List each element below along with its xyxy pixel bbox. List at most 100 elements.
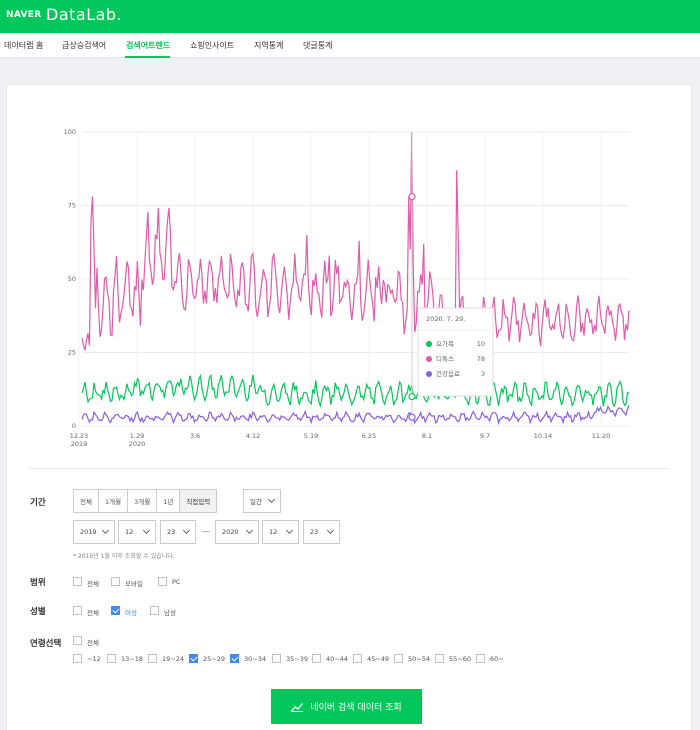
nav-item-home[interactable]: 데이터랩 홈 bbox=[4, 41, 44, 50]
period-label: 기간 bbox=[30, 498, 46, 508]
age-label-6: 40~44 bbox=[326, 655, 348, 663]
scope-mobile-checkbox[interactable] bbox=[111, 577, 120, 586]
age-label-3: 25~29 bbox=[203, 655, 225, 663]
x-tick-label: 11.20 bbox=[592, 432, 611, 440]
nav-bar: 데이터랩 홈 급상승검색어 검색어트렌드 쇼핑인사이트 지역통계 댓글통계 bbox=[0, 33, 700, 58]
age-checkbox-2[interactable] bbox=[148, 654, 157, 663]
section-divider bbox=[28, 468, 670, 469]
x-tick-sublabel: 2019 bbox=[71, 440, 88, 448]
gender-label: 성별 bbox=[30, 607, 46, 617]
x-tick-label: 3.6 bbox=[190, 432, 200, 440]
scope-all-checkbox[interactable] bbox=[73, 577, 82, 586]
start-day-select[interactable]: 23 bbox=[160, 520, 196, 544]
x-tick-label: 5.19 bbox=[304, 432, 318, 440]
period-3month-button[interactable]: 3개월 bbox=[128, 490, 158, 512]
age-label-4: 30~34 bbox=[244, 655, 266, 663]
scope-pc-checkbox[interactable] bbox=[158, 577, 167, 586]
tooltip-series-name: 건강음료 bbox=[436, 369, 460, 378]
period-unit-select[interactable]: 일간 bbox=[243, 489, 281, 513]
trend-chart-icon bbox=[291, 702, 304, 712]
series-line-health-drink bbox=[81, 404, 630, 426]
nav-item-search-trend[interactable]: 검색어트렌드 bbox=[126, 41, 171, 50]
scope-mobile-label: 모바일 bbox=[125, 580, 143, 588]
chevron-down-icon bbox=[245, 526, 254, 535]
hover-point-yoga-wear bbox=[408, 393, 416, 401]
tooltip-date: 2020. 7. 29. bbox=[426, 315, 465, 323]
naver-logo[interactable]: NAVER bbox=[6, 10, 42, 20]
nav-item-rising-keywords[interactable]: 급상승검색어 bbox=[62, 41, 107, 50]
age-label-0: ~12 bbox=[87, 655, 101, 663]
age-label-10: 60~ bbox=[490, 655, 504, 663]
end-year-value: 2020 bbox=[222, 528, 239, 536]
period-unit-value: 일간 bbox=[250, 498, 262, 506]
x-tick-label: 1.29 bbox=[130, 432, 144, 440]
period-button-group: 전체 1개월 3개월 1년 직접입력 bbox=[73, 489, 218, 513]
end-year-select[interactable]: 2020 bbox=[215, 520, 259, 544]
period-note: * 2016년 1월 이후 조회할 수 있습니다. bbox=[73, 553, 175, 560]
gender-male-checkbox[interactable] bbox=[150, 606, 159, 615]
gender-all-checkbox[interactable] bbox=[73, 606, 82, 615]
x-tick-sublabel: 2020 bbox=[129, 440, 146, 448]
series-line-yoga-wear bbox=[81, 373, 630, 408]
y-tick-label: 75 bbox=[68, 202, 76, 210]
search-data-button[interactable]: 네이버 검색 데이터 조회 bbox=[271, 689, 422, 724]
age-label-7: 45~49 bbox=[367, 655, 389, 663]
chevron-down-icon bbox=[101, 526, 110, 535]
age-checkbox-5[interactable] bbox=[272, 654, 281, 663]
age-checkbox-3[interactable] bbox=[189, 654, 198, 663]
age-checkbox-8[interactable] bbox=[394, 654, 403, 663]
gender-female-label: 여성 bbox=[125, 609, 137, 617]
period-1month-button[interactable]: 1개월 bbox=[98, 490, 129, 512]
age-checkbox-7[interactable] bbox=[353, 654, 362, 663]
end-month-value: 12 bbox=[269, 528, 278, 536]
hover-point-health-drink bbox=[408, 413, 416, 421]
age-checkbox-1[interactable] bbox=[107, 654, 116, 663]
y-tick-label: 25 bbox=[68, 349, 76, 357]
start-year-select[interactable]: 2019 bbox=[73, 520, 115, 544]
hover-point-detox bbox=[408, 193, 416, 201]
age-checkbox-4[interactable] bbox=[230, 654, 239, 663]
period-custom-button[interactable]: 직접입력 bbox=[180, 490, 217, 512]
age-all-label: 전체 bbox=[87, 639, 99, 647]
nav-item-comment-stats[interactable]: 댓글통계 bbox=[303, 41, 333, 50]
scope-pc-label: PC bbox=[172, 578, 181, 586]
end-day-select[interactable]: 23 bbox=[303, 520, 340, 544]
x-tick-label: 8.1 bbox=[422, 432, 432, 440]
tooltip-series-name: 요가복 bbox=[436, 339, 454, 348]
age-checkbox-10[interactable] bbox=[476, 654, 485, 663]
nav-item-shopping-insight[interactable]: 쇼핑인사이트 bbox=[190, 41, 235, 50]
age-checkbox-9[interactable] bbox=[435, 654, 444, 663]
scope-label: 범위 bbox=[30, 578, 46, 588]
date-range-dash: — bbox=[202, 527, 210, 536]
age-label-9: 55~60 bbox=[449, 655, 471, 663]
start-day-value: 23 bbox=[167, 528, 176, 536]
tooltip-legend-dot bbox=[426, 356, 432, 362]
active-tab-indicator bbox=[125, 56, 170, 58]
tooltip-series-value: 10 bbox=[477, 340, 485, 348]
tooltip-legend-dot bbox=[426, 341, 432, 347]
search-data-button-label: 네이버 검색 데이터 조회 bbox=[310, 703, 402, 713]
age-checkbox-6[interactable] bbox=[312, 654, 321, 663]
chevron-down-icon bbox=[182, 526, 191, 535]
tooltip-legend-dot bbox=[426, 371, 432, 377]
age-checkbox-0[interactable] bbox=[73, 654, 82, 663]
y-tick-label: 50 bbox=[68, 275, 76, 283]
datalab-logo[interactable]: DataLab. bbox=[46, 5, 123, 24]
age-label-2: 19~24 bbox=[162, 655, 184, 663]
period-1year-button[interactable]: 1년 bbox=[157, 490, 181, 512]
age-label-5: 35~39 bbox=[286, 655, 308, 663]
y-tick-label: 0 bbox=[72, 422, 76, 430]
chevron-down-icon bbox=[267, 495, 276, 504]
x-tick-label: 6.25 bbox=[362, 432, 376, 440]
start-month-select[interactable]: 12 bbox=[118, 520, 156, 544]
age-label: 연령선택 bbox=[30, 639, 62, 649]
end-month-select[interactable]: 12 bbox=[262, 520, 299, 544]
age-all-checkbox[interactable] bbox=[73, 636, 82, 645]
gender-female-checkbox[interactable] bbox=[111, 606, 120, 615]
scope-all-label: 전체 bbox=[87, 580, 99, 588]
nav-item-regional-stats[interactable]: 지역통계 bbox=[254, 41, 284, 50]
tooltip-series-value: 78 bbox=[477, 355, 485, 363]
y-tick-label: 100 bbox=[64, 128, 76, 136]
period-all-button[interactable]: 전체 bbox=[74, 490, 99, 512]
